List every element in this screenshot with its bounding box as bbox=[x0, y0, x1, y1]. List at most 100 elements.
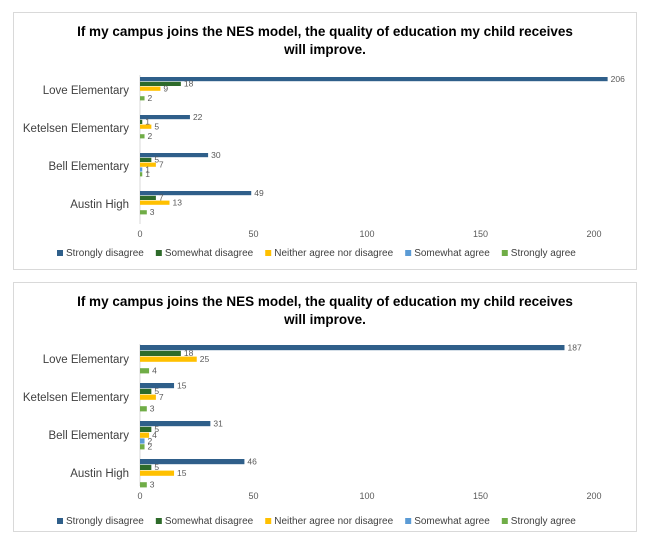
bar-strongly-agree bbox=[140, 210, 147, 215]
legend-label: Strongly disagree bbox=[66, 248, 144, 259]
chart-panel-2: If my campus joins the NES model, the qu… bbox=[13, 282, 637, 532]
bar-somewhat-disagree bbox=[140, 350, 181, 356]
data-label: 1 bbox=[145, 164, 150, 174]
data-label: 206 bbox=[611, 74, 625, 84]
legend-swatch bbox=[405, 250, 412, 256]
legend-label: Strongly disagree bbox=[66, 516, 144, 527]
data-label: 5 bbox=[154, 424, 159, 434]
legend-label: Neither agree nor disagree bbox=[274, 248, 393, 259]
bar-strongly-disagree bbox=[140, 345, 565, 351]
bar-neither-agree-nor-disagree bbox=[140, 470, 175, 476]
data-label: 3 bbox=[150, 480, 155, 490]
data-label: 7 bbox=[159, 193, 164, 203]
data-label: 1 bbox=[145, 117, 150, 127]
x-tick-label: 100 bbox=[359, 491, 374, 501]
legend-swatch bbox=[405, 518, 412, 524]
bar-strongly-disagree bbox=[140, 459, 245, 465]
data-label: 5 bbox=[154, 462, 159, 472]
data-label: 2 bbox=[148, 436, 153, 446]
data-label: 2 bbox=[148, 93, 153, 103]
legend-label: Strongly agree bbox=[511, 248, 576, 259]
bar-somewhat-disagree bbox=[140, 195, 156, 200]
category-label: Love Elementary bbox=[43, 85, 130, 97]
legend-swatch bbox=[155, 518, 162, 524]
data-label: 30 bbox=[211, 150, 221, 160]
bar-strongly-disagree bbox=[140, 383, 175, 389]
x-tick-label: 100 bbox=[359, 229, 374, 239]
data-label: 2 bbox=[148, 131, 153, 141]
data-label: 7 bbox=[159, 392, 164, 402]
bar-strongly-disagree bbox=[140, 191, 252, 196]
data-label: 22 bbox=[193, 112, 203, 122]
chart-title-line-2: will improve. bbox=[284, 312, 366, 327]
legend-swatch bbox=[501, 518, 508, 524]
category-label: Bell Elementary bbox=[48, 430, 129, 442]
bar-strongly-disagree bbox=[140, 115, 190, 120]
bar-somewhat-disagree bbox=[140, 157, 152, 162]
legend-label: Somewhat agree bbox=[414, 248, 490, 259]
bar-strongly-disagree bbox=[140, 153, 209, 158]
bar-strongly-agree bbox=[140, 134, 145, 139]
bar-strongly-agree bbox=[140, 406, 147, 412]
category-label: Austin High bbox=[70, 468, 129, 480]
chart-title-line-1: If my campus joins the NES model, the qu… bbox=[77, 294, 573, 309]
chart-title: If my campus joins the NES model, the qu… bbox=[14, 23, 636, 59]
x-tick-label: 50 bbox=[248, 229, 258, 239]
bar-strongly-disagree bbox=[140, 421, 211, 427]
x-tick-label: 0 bbox=[137, 491, 142, 501]
legend-swatch bbox=[501, 250, 508, 256]
category-label: Ketelsen Elementary bbox=[23, 392, 129, 404]
data-label: 5 bbox=[154, 155, 159, 165]
bar-strongly-agree bbox=[140, 368, 150, 374]
bar-chart-1: Love Elementary Ketelsen Elementary Bell E… bbox=[23, 74, 625, 259]
bar-somewhat-disagree bbox=[140, 464, 152, 470]
bar-neither-agree-nor-disagree bbox=[140, 394, 156, 400]
legend-swatch bbox=[265, 518, 272, 524]
legend-swatch bbox=[57, 250, 63, 256]
bar-neither-agree-nor-disagree bbox=[140, 200, 170, 205]
data-label: 9 bbox=[163, 83, 168, 93]
x-tick-label: 150 bbox=[473, 491, 488, 501]
data-label: 4 bbox=[152, 430, 157, 440]
data-label: 15 bbox=[177, 468, 187, 478]
data-label: 18 bbox=[184, 348, 194, 358]
bar-somewhat-disagree bbox=[140, 81, 181, 86]
legend-label: Somewhat disagree bbox=[165, 516, 254, 527]
chart-panel-1: If my campus joins the NES model, the qu… bbox=[13, 12, 637, 270]
bar-strongly-agree bbox=[140, 482, 147, 488]
data-label: 15 bbox=[177, 380, 187, 390]
bar-somewhat-disagree bbox=[140, 426, 152, 432]
category-label: Bell Elementary bbox=[48, 161, 129, 173]
legend-label: Somewhat disagree bbox=[165, 248, 254, 259]
data-label: 187 bbox=[567, 342, 581, 352]
bar-somewhat-agree bbox=[140, 438, 145, 444]
category-label: Austin High bbox=[70, 199, 129, 211]
legend-swatch bbox=[265, 250, 272, 256]
chart-title-line-2: will improve. bbox=[284, 42, 366, 57]
bar-chart-2: Love Elementary Ketelsen Elementary Bell E… bbox=[23, 342, 602, 527]
data-label: 7 bbox=[159, 159, 164, 169]
data-label: 46 bbox=[247, 456, 257, 466]
x-tick-label: 150 bbox=[473, 229, 488, 239]
legend-label: Somewhat agree bbox=[414, 516, 490, 527]
x-tick-label: 200 bbox=[586, 491, 601, 501]
bar-somewhat-disagree bbox=[140, 119, 143, 124]
chart-title: If my campus joins the NES model, the qu… bbox=[14, 293, 636, 329]
bar-neither-agree-nor-disagree bbox=[140, 356, 197, 362]
data-label: 5 bbox=[154, 386, 159, 396]
data-label: 3 bbox=[150, 207, 155, 217]
chart-title-line-1: If my campus joins the NES model, the qu… bbox=[77, 24, 573, 39]
legend-swatch bbox=[155, 250, 162, 256]
data-label: 25 bbox=[200, 354, 210, 364]
data-label: 1 bbox=[145, 169, 150, 179]
bar-neither-agree-nor-disagree bbox=[140, 86, 161, 91]
legend-label: Neither agree nor disagree bbox=[274, 516, 393, 527]
bar-strongly-agree bbox=[140, 96, 145, 101]
x-tick-label: 50 bbox=[248, 491, 258, 501]
category-label: Ketelsen Elementary bbox=[23, 123, 129, 135]
category-label: Love Elementary bbox=[43, 354, 130, 366]
legend: Strongly disagree Somewhat disagree Neithe… bbox=[57, 248, 576, 259]
data-label: 31 bbox=[213, 418, 223, 428]
data-label: 2 bbox=[148, 442, 153, 452]
data-label: 3 bbox=[150, 404, 155, 414]
